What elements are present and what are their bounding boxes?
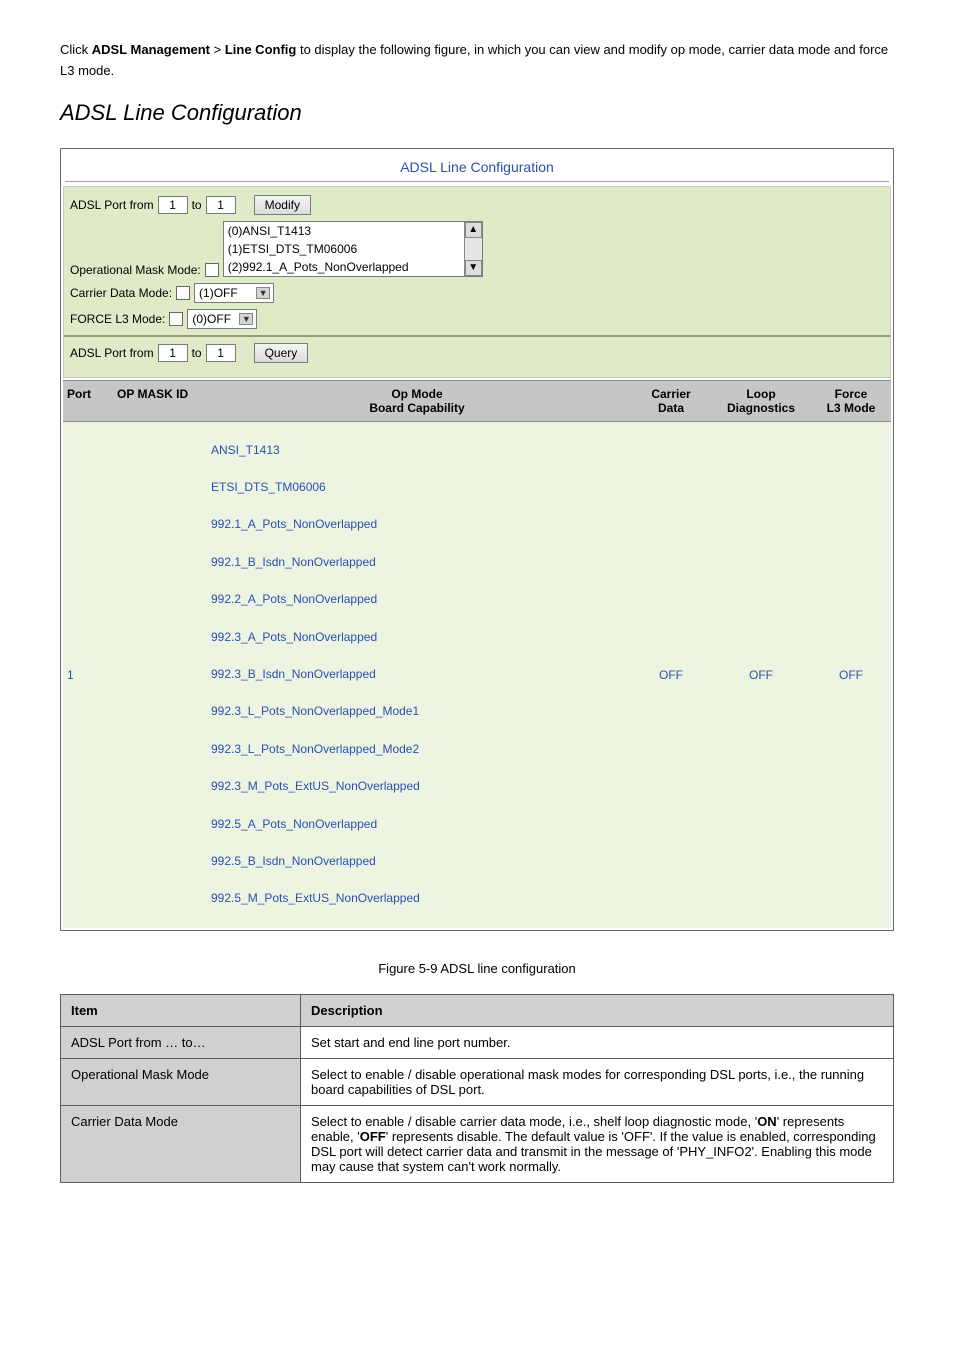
op-mode-item: ETSI_DTS_TM06006 xyxy=(207,469,627,506)
scroll-up-icon[interactable]: ▲ xyxy=(465,222,482,238)
head-carrier: Carrier Data xyxy=(631,381,711,421)
op-mode-item: 992.3_L_Pots_NonOverlapped_Mode1 xyxy=(207,693,627,730)
force-checkbox[interactable] xyxy=(169,312,183,326)
th-desc: Description xyxy=(301,994,894,1026)
row2-desc: Select to enable / disable operational m… xyxy=(301,1058,894,1105)
r3-off: OFF xyxy=(360,1129,386,1144)
r3-before: Select to enable / disable carrier data … xyxy=(311,1114,757,1129)
force-label: FORCE L3 Mode: xyxy=(70,312,165,326)
row1-desc: Set start and end line port number. xyxy=(301,1026,894,1058)
op-mode-item: 992.5_A_Pots_NonOverlapped xyxy=(207,806,627,843)
intro-prefix: Click xyxy=(60,42,92,57)
cell-mask xyxy=(113,422,203,928)
intro-link1: ADSL Management xyxy=(92,42,210,57)
figure-caption: Figure 5-9 ADSL line configuration xyxy=(60,961,894,976)
head-op-1: Op Mode xyxy=(207,387,627,401)
head-loop: Loop Diagnostics xyxy=(711,381,811,421)
port-to-input[interactable] xyxy=(206,196,236,214)
force-value: (0)OFF xyxy=(192,312,231,326)
form-separator xyxy=(64,335,890,337)
opmode-option[interactable]: (2)992.1_A_Pots_NonOverlapped xyxy=(224,258,482,276)
port-from-label: ADSL Port from xyxy=(70,198,154,212)
op-mode-item: 992.3_B_Isdn_NonOverlapped xyxy=(207,656,627,693)
scroll-down-icon[interactable]: ▼ xyxy=(465,260,482,276)
row1-label: ADSL Port from … to… xyxy=(61,1026,301,1058)
opmode-option[interactable]: (1)ETSI_DTS_TM06006 xyxy=(224,240,482,258)
th-item: Item xyxy=(61,994,301,1026)
op-mode-item: 992.5_M_Pots_ExtUS_NonOverlapped xyxy=(207,880,627,917)
head-mask: OP MASK ID xyxy=(113,381,203,421)
row2-label: Operational Mask Mode xyxy=(61,1058,301,1105)
cell-carrier: OFF xyxy=(631,422,711,928)
port-from-input[interactable] xyxy=(158,196,188,214)
intro-link2: Line Config xyxy=(225,42,297,57)
op-mode-item: 992.3_L_Pots_NonOverlapped_Mode2 xyxy=(207,731,627,768)
head-port: Port xyxy=(63,381,113,421)
cell-op-list: ANSI_T1413ETSI_DTS_TM06006992.1_A_Pots_N… xyxy=(203,422,631,928)
carrier-label: Carrier Data Mode: xyxy=(70,286,172,300)
carrier-dropdown[interactable]: (1)OFF xyxy=(194,283,274,303)
cell-loop: OFF xyxy=(711,422,811,928)
query-button[interactable]: Query xyxy=(254,343,309,363)
opmask-checkbox[interactable] xyxy=(205,263,219,277)
cell-port: 1 xyxy=(63,422,113,928)
op-mode-item: 992.2_A_Pots_NonOverlapped xyxy=(207,581,627,618)
row3-label: Carrier Data Mode xyxy=(61,1105,301,1182)
query-to-label: to xyxy=(192,346,202,360)
intro-sep: > xyxy=(210,42,225,57)
query-port-from-label: ADSL Port from xyxy=(70,346,154,360)
modify-form: ADSL Port from to Modify Operational Mas… xyxy=(63,186,891,378)
intro-text: Click ADSL Management > Line Config to d… xyxy=(60,40,894,82)
section-heading: ADSL Line Configuration xyxy=(60,100,894,126)
opmode-select[interactable]: (0)ANSI_T1413 (1)ETSI_DTS_TM06006 (2)992… xyxy=(223,221,483,277)
op-mode-item: 992.1_A_Pots_NonOverlapped xyxy=(207,506,627,543)
row3-desc: Select to enable / disable carrier data … xyxy=(301,1105,894,1182)
modify-button[interactable]: Modify xyxy=(254,195,311,215)
cell-force: OFF xyxy=(811,422,891,928)
results-row: 1 ANSI_T1413ETSI_DTS_TM06006992.1_A_Pots… xyxy=(63,422,891,928)
head-op-2: Board Capability xyxy=(207,401,627,415)
carrier-checkbox[interactable] xyxy=(176,286,190,300)
r3-after: ' represents disable. The default value … xyxy=(311,1129,876,1174)
force-dropdown[interactable]: (0)OFF xyxy=(187,309,257,329)
param-table: Item Description ADSL Port from … to… Se… xyxy=(60,994,894,1183)
r3-on: ON xyxy=(757,1114,777,1129)
op-mode-item: 992.3_M_Pots_ExtUS_NonOverlapped xyxy=(207,768,627,805)
opmode-option[interactable]: (0)ANSI_T1413 xyxy=(224,222,482,240)
op-mode-item: 992.5_B_Isdn_NonOverlapped xyxy=(207,843,627,880)
query-port-from-input[interactable] xyxy=(158,344,188,362)
results-header: Port OP MASK ID Op Mode Board Capability… xyxy=(63,380,891,422)
head-force: Force L3 Mode xyxy=(811,381,891,421)
scrollbar[interactable]: ▲ ▼ xyxy=(464,222,482,276)
to-label: to xyxy=(192,198,202,212)
opmask-label: Operational Mask Mode: xyxy=(70,263,201,277)
head-op: Op Mode Board Capability xyxy=(203,381,631,421)
divider xyxy=(65,181,889,182)
query-port-to-input[interactable] xyxy=(206,344,236,362)
carrier-value: (1)OFF xyxy=(199,286,238,300)
config-panel: ADSL Line Configuration ADSL Port from t… xyxy=(60,148,894,931)
op-mode-item: 992.3_A_Pots_NonOverlapped xyxy=(207,619,627,656)
op-mode-item: ANSI_T1413 xyxy=(207,432,627,469)
op-mode-item: 992.1_B_Isdn_NonOverlapped xyxy=(207,544,627,581)
panel-title: ADSL Line Configuration xyxy=(61,149,893,181)
